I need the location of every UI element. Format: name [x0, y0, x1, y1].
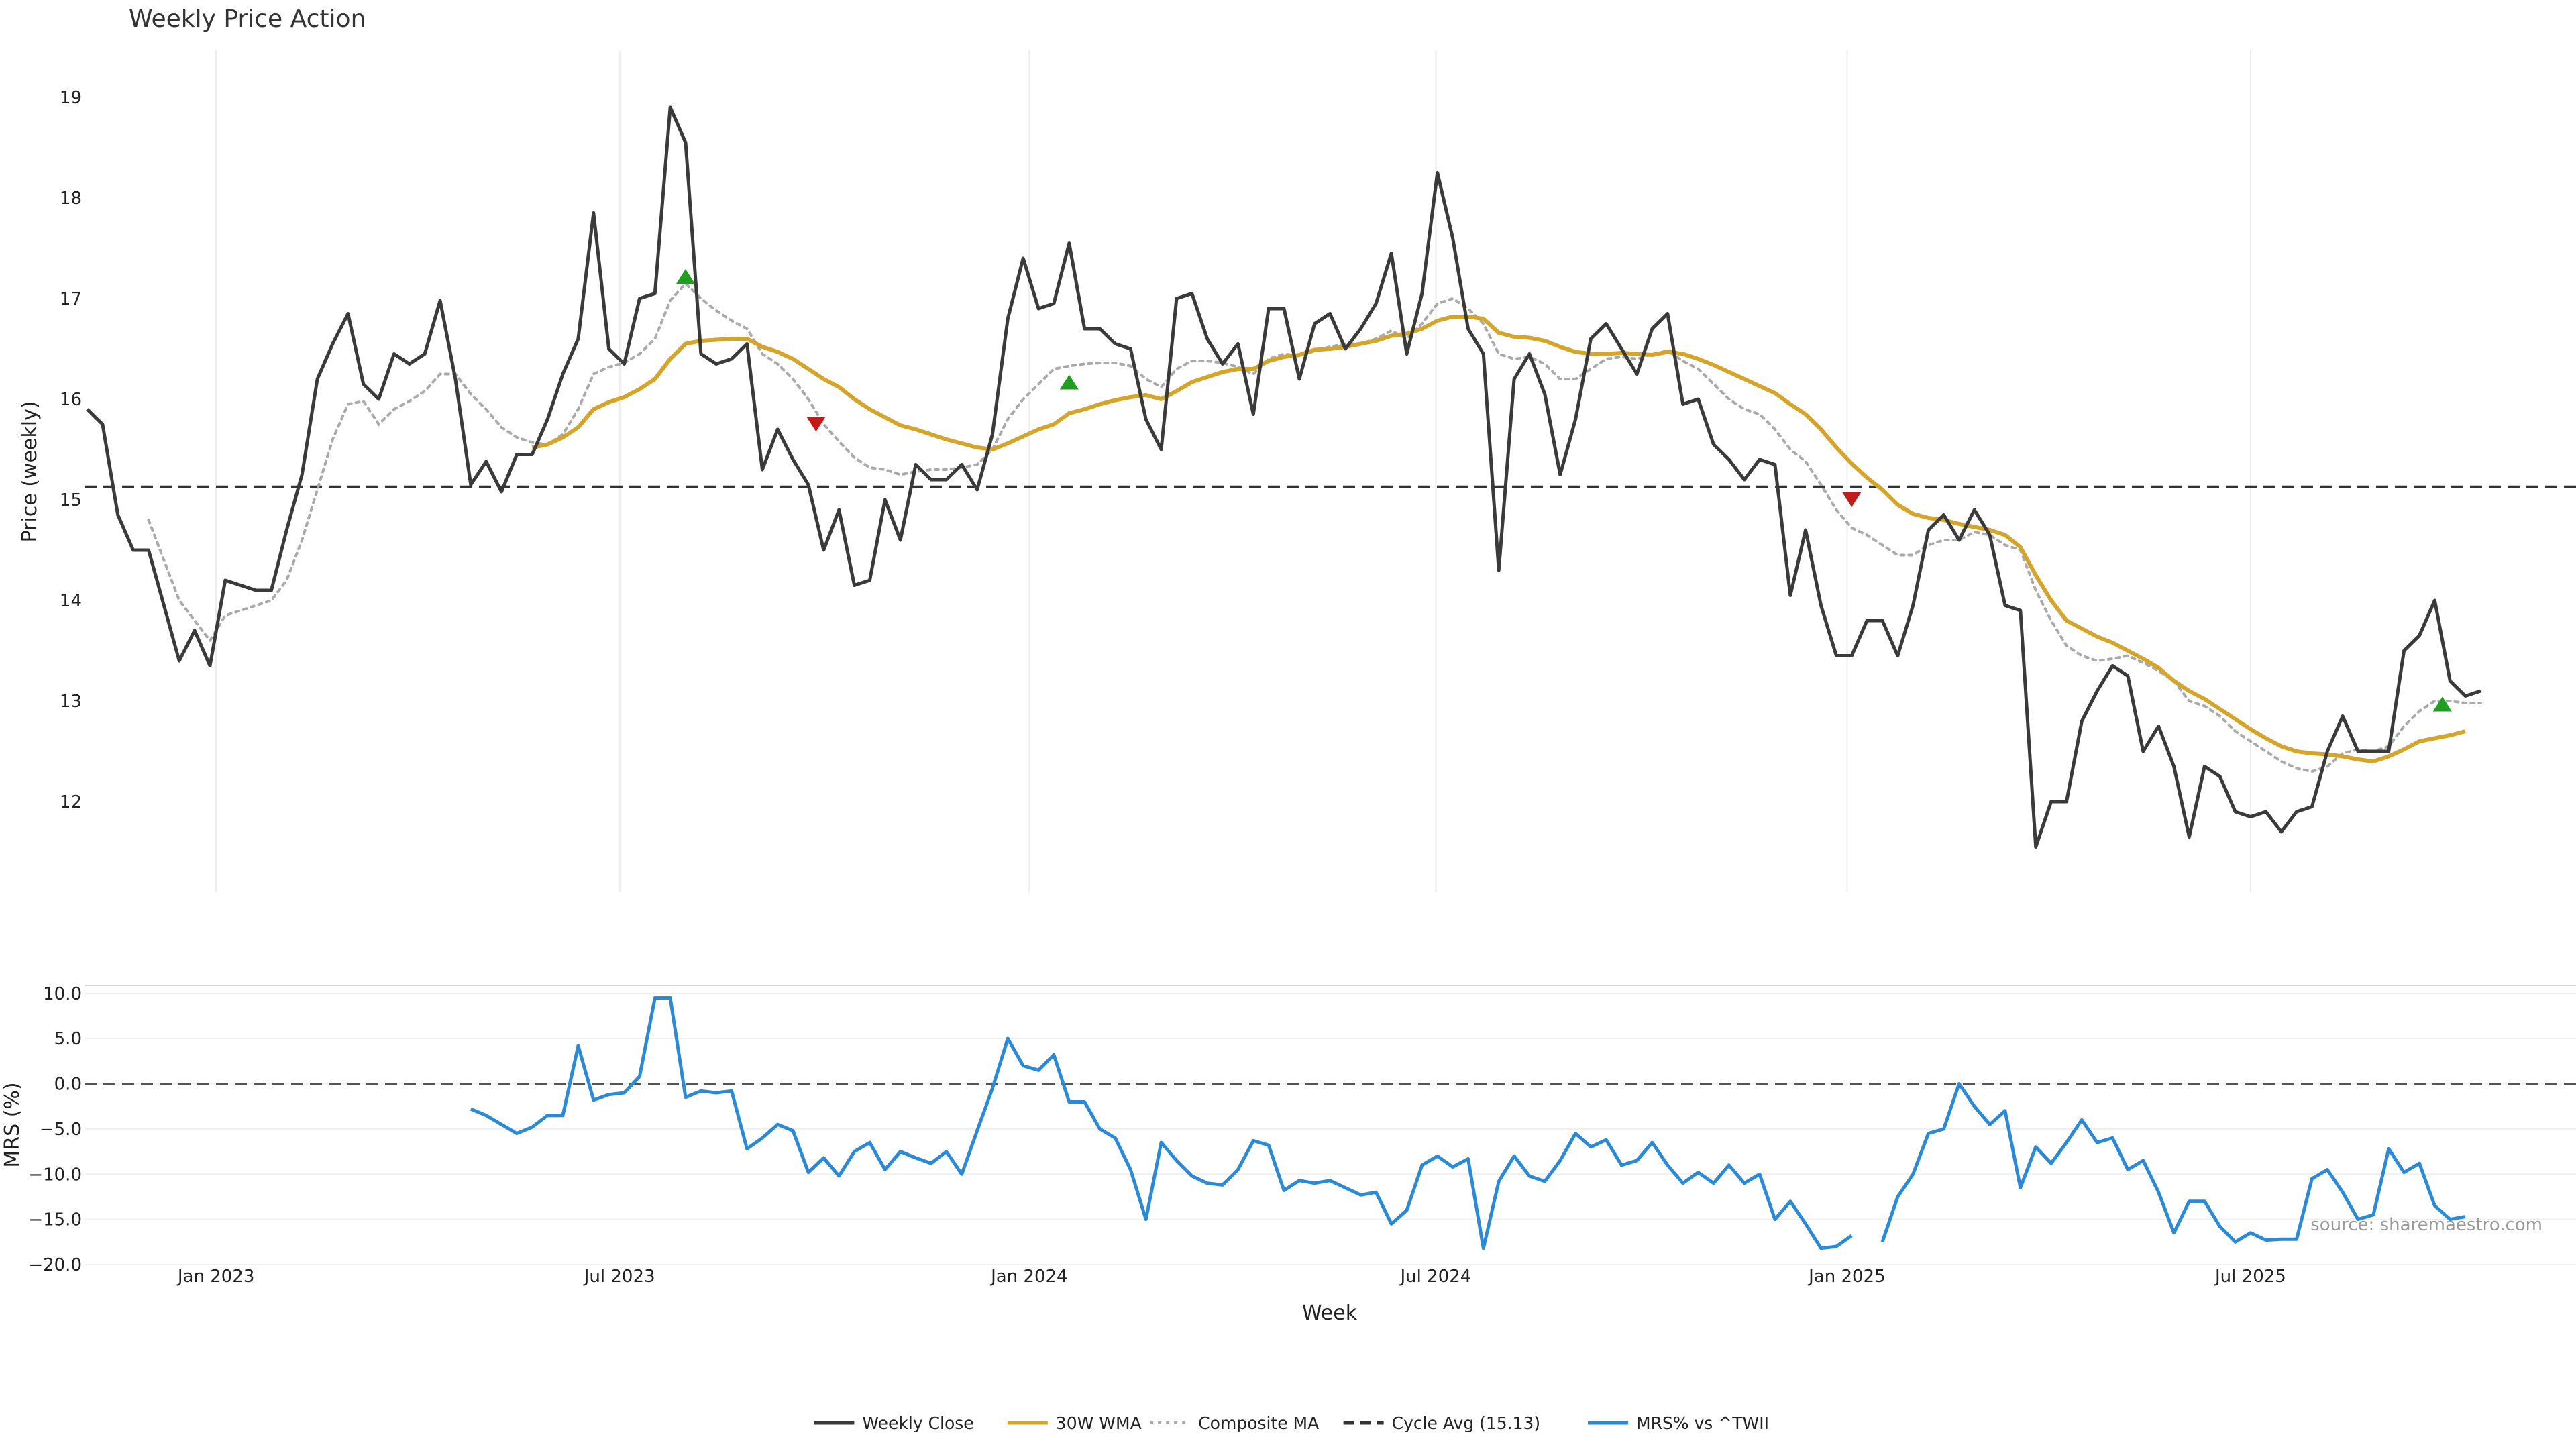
- mrs-y-tick-label: −15.0: [28, 1210, 82, 1230]
- x-tick-label: Jul 2023: [583, 1267, 655, 1287]
- weekly-close-line: [86, 105, 2481, 849]
- source-note: source: sharemaestro.com: [2310, 1215, 2542, 1235]
- x-axis-title: Week: [1302, 1301, 1358, 1325]
- legend-label-composite: Composite MA: [1198, 1413, 1319, 1433]
- mrs-panel-gridlines: [85, 985, 2576, 1265]
- mrs-y-tick-label: −5.0: [40, 1120, 82, 1140]
- mrs-y-tick-label: −20.0: [28, 1255, 82, 1275]
- sell-signal-marker: [806, 417, 826, 432]
- legend: Weekly Close 30W WMA Composite MA Cycle Avg…: [814, 1413, 1769, 1433]
- mrs-y-tick-label: 10.0: [43, 984, 82, 1004]
- price-panel-series: [85, 105, 2576, 849]
- price-y-tick-label: 19: [60, 88, 82, 108]
- wma-line: [531, 315, 2466, 763]
- price-y-axis-title: Price (weekly): [18, 400, 42, 542]
- chart-title: Weekly Price Action: [129, 5, 366, 33]
- x-tick-label: Jan 2023: [176, 1267, 255, 1287]
- x-tick-label: Jul 2024: [1399, 1267, 1472, 1287]
- mrs-y-tick-label: 0.0: [54, 1075, 82, 1095]
- price-y-tick-label: 14: [60, 591, 82, 611]
- buy-signal-marker: [676, 269, 695, 284]
- x-tick-label: Jan 2024: [989, 1267, 1068, 1287]
- buy-signal-marker: [2432, 696, 2452, 712]
- legend-label-weekly-close: Weekly Close: [862, 1413, 973, 1433]
- mrs-line: [1880, 1082, 2466, 1244]
- price-panel-gridlines: [215, 50, 2251, 892]
- legend-label-cycle: Cycle Avg (15.13): [1392, 1413, 1541, 1433]
- price-y-tick-label: 12: [60, 792, 82, 812]
- price-y-tick-label: 13: [60, 692, 82, 712]
- trade-signals: [676, 269, 2452, 712]
- x-tick-label: Jul 2025: [2214, 1267, 2286, 1287]
- mrs-y-axis-title: MRS (%): [1, 1082, 24, 1167]
- mrs-y-tick-label: −10.0: [28, 1165, 82, 1185]
- axis-labels: Jan 2023 Jul 2023 Jan 2024 Jul 2024 Jan 2025…: [28, 88, 2286, 1287]
- sell-signal-marker: [1842, 492, 1862, 507]
- mrs-y-tick-label: 5.0: [54, 1029, 82, 1049]
- mrs-line: [470, 996, 1853, 1250]
- price-y-tick-label: 15: [60, 490, 82, 511]
- x-tick-label: Jan 2025: [1807, 1267, 1886, 1287]
- mrs-panel-series: [85, 996, 2576, 1250]
- legend-label-wma: 30W WMA: [1056, 1413, 1142, 1433]
- price-y-tick-label: 17: [60, 289, 82, 309]
- price-y-tick-label: 16: [60, 390, 82, 410]
- legend-label-mrs: MRS% vs ^TWII: [1636, 1413, 1769, 1433]
- price-y-tick-label: 18: [60, 189, 82, 209]
- buy-signal-marker: [1059, 374, 1079, 390]
